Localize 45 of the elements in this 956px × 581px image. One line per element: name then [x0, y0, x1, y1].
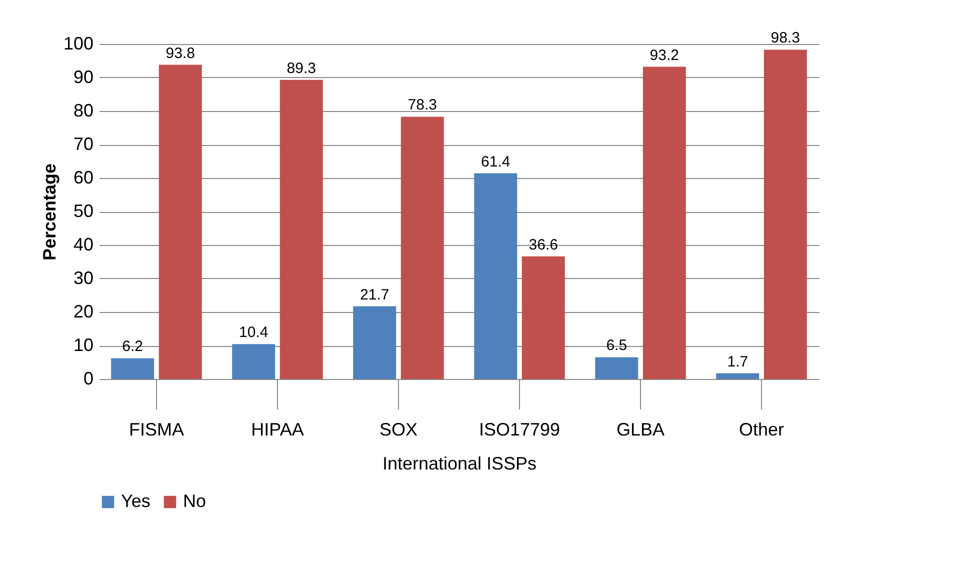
data-label: 6.5: [606, 337, 628, 354]
bar: [474, 173, 518, 379]
data-label: 61.4: [481, 153, 510, 170]
x-axis-title: International ISSPs: [382, 454, 537, 474]
y-tick-label: 70: [73, 134, 94, 154]
y-tick-label: 60: [73, 168, 94, 188]
data-label: 93.2: [650, 46, 679, 64]
data-label: 10.4: [239, 324, 268, 342]
bar: [764, 50, 807, 379]
y-tick-label: 90: [73, 67, 94, 87]
data-label: 21.7: [360, 286, 390, 304]
x-tick-label: GLBA: [616, 420, 665, 440]
x-tick-label: ISO17799: [478, 420, 560, 440]
x-tick-label: HIPAA: [251, 420, 304, 440]
x-tick-label: Other: [739, 420, 784, 440]
bar: [111, 358, 154, 379]
bar: [716, 373, 760, 379]
data-label: 78.3: [408, 96, 437, 114]
legend-label: No: [183, 491, 206, 511]
bar: [595, 357, 638, 379]
y-tick-label: 40: [73, 234, 94, 254]
bar: [642, 66, 686, 379]
data-label: 1.7: [727, 353, 748, 370]
y-tick-label: 80: [73, 100, 94, 120]
data-label: 36.6: [528, 236, 558, 254]
bar: [353, 306, 396, 379]
y-tick-label: 100: [63, 34, 94, 54]
legend-label: Yes: [121, 491, 150, 511]
x-tick-label: SOX: [379, 420, 418, 440]
bar: [280, 80, 323, 379]
y-tick-label: 20: [73, 302, 94, 322]
bar: [232, 344, 276, 379]
y-tick-label: 50: [73, 201, 94, 221]
data-label: 6.2: [122, 338, 144, 356]
data-label: 98.3: [770, 30, 800, 47]
bar: [522, 256, 565, 379]
x-tick-label: FISMA: [128, 420, 184, 440]
bar: [158, 64, 202, 379]
y-tick-label: 30: [73, 268, 94, 288]
y-tick-label: 0: [83, 368, 94, 388]
y-axis-title: Percentage: [39, 163, 60, 261]
data-label: 89.3: [286, 60, 316, 77]
data-label: 93.8: [166, 44, 195, 62]
bar: [400, 116, 444, 379]
y-tick-label: 10: [73, 335, 94, 355]
